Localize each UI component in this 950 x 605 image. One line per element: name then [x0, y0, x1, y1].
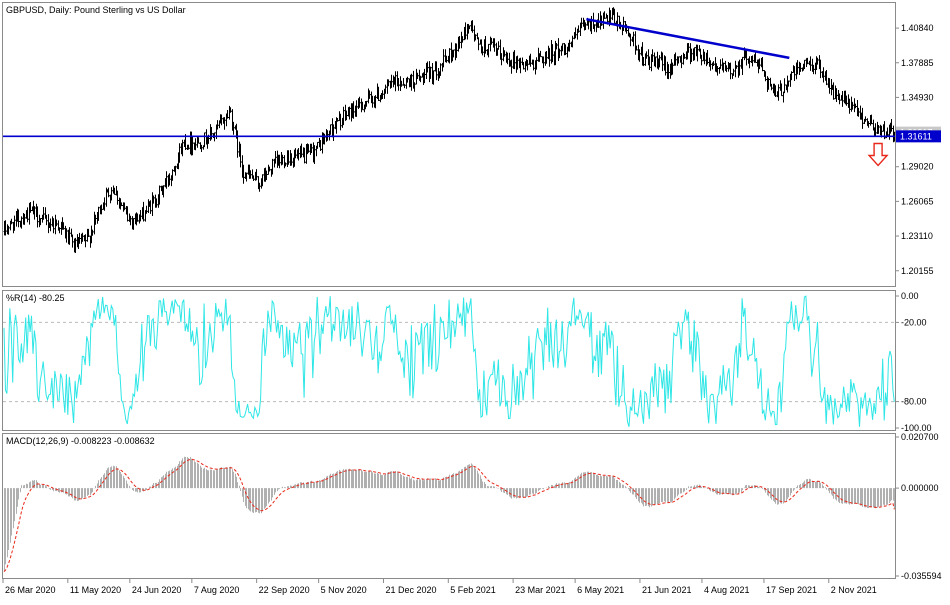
wpr-tick-label: -100.00 [901, 423, 932, 433]
wpr-tick-label: -80.00 [901, 397, 927, 407]
macd-panel-frame [2, 433, 896, 579]
price-tick-label: 1.40840 [901, 23, 934, 33]
price-panel-title: GBPUSD, Daily: Pound Sterling vs US Doll… [6, 5, 186, 15]
wpr-tick-label: -20.00 [901, 317, 927, 327]
macd-tick-label: 0.020700 [901, 432, 939, 442]
macd-tick-label: -0.035594 [901, 571, 942, 581]
time-tick-label: 24 Jun 2020 [132, 585, 182, 595]
price-axis: 1.201551.231101.260651.290201.319751.349… [895, 23, 934, 276]
price-tick-label: 1.29020 [901, 162, 934, 172]
wpr-tick-label: 0.00 [901, 291, 919, 301]
time-tick-label: 21 Jun 2021 [642, 585, 692, 595]
trend-line [586, 17, 790, 60]
support-price-label: 1.31611 [900, 131, 932, 141]
sell-arrow [867, 142, 889, 167]
time-tick-label: 7 Aug 2020 [194, 585, 240, 595]
time-tick-label: 4 Aug 2021 [704, 585, 750, 595]
wpr-line [3, 295, 895, 427]
macd-tick-label: 0.000000 [901, 483, 939, 493]
price-tick-label: 1.23110 [901, 231, 933, 241]
time-tick-label: 2 Nov 2021 [831, 585, 877, 595]
macd-signal-line [3, 458, 895, 572]
time-tick-label: 17 Sep 2021 [766, 585, 817, 595]
time-axis: 26 Mar 2020 11 May 2020 24 Jun 2020 7 Aug 2… [2, 578, 877, 595]
macd-axis: 0.020700 0.000000 -0.035594 [895, 432, 942, 581]
arrow-down-icon [867, 142, 889, 167]
time-tick-label: 21 Dec 2020 [385, 585, 436, 595]
price-tick-label: 1.20155 [901, 266, 934, 276]
time-tick-label: 22 Sep 2020 [259, 585, 310, 595]
time-tick-label: 5 Feb 2021 [450, 585, 496, 595]
price-tick-label: 1.37885 [901, 58, 934, 68]
time-tick-label: 11 May 2020 [70, 585, 121, 595]
time-tick-label: 23 Mar 2021 [515, 585, 566, 595]
time-tick-label: 6 May 2021 [577, 585, 624, 595]
price-tick-label: 1.26065 [901, 196, 934, 206]
support-price-box [896, 130, 941, 143]
price-tick-label: 1.34930 [901, 92, 934, 102]
wpr-levels [3, 321, 895, 403]
wpr-axis: 0.00 -20.00 -80.00 -100.00 [895, 291, 932, 433]
macd-panel-title: MACD(12,26,9) -0.008223 -0.008632 [6, 436, 155, 446]
time-tick-label: 5 Nov 2020 [321, 585, 367, 595]
price-panel-frame [2, 2, 896, 287]
time-tick-label: 26 Mar 2020 [5, 585, 56, 595]
wpr-panel-title: %R(14) -80.25 [6, 293, 65, 303]
